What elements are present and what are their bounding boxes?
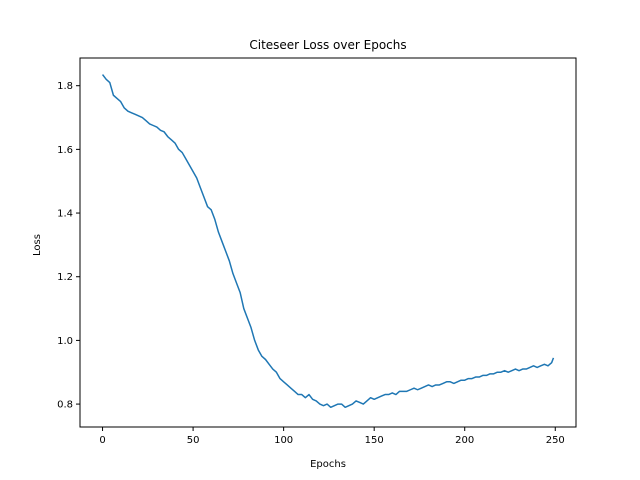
y-tick-label: 0.8 xyxy=(57,400,73,411)
x-tick-label: 0 xyxy=(99,435,105,446)
x-tick-label: 100 xyxy=(274,435,293,446)
y-tick-label: 1.8 xyxy=(57,81,73,92)
axis-ticks: 0 50 100 150 200 250 0.8 1.0 1.2 1.4 1.6 1.8 xyxy=(57,81,565,446)
loss-line xyxy=(101,74,555,409)
x-axis-label: Epochs xyxy=(310,459,346,470)
plot-frame xyxy=(79,57,577,428)
y-tick-label: 1.0 xyxy=(57,336,73,347)
y-tick-label: 1.2 xyxy=(57,272,73,283)
y-axis-label: Loss xyxy=(32,234,43,256)
x-tick-label: 250 xyxy=(546,435,565,446)
y-tick-label: 1.6 xyxy=(57,145,73,156)
plot-area xyxy=(101,74,555,409)
chart-title: Citeseer Loss over Epochs xyxy=(249,38,406,52)
x-tick-label: 200 xyxy=(455,435,474,446)
x-tick-label: 50 xyxy=(187,435,200,446)
x-tick-label: 150 xyxy=(365,435,384,446)
y-tick-label: 1.4 xyxy=(57,209,73,220)
